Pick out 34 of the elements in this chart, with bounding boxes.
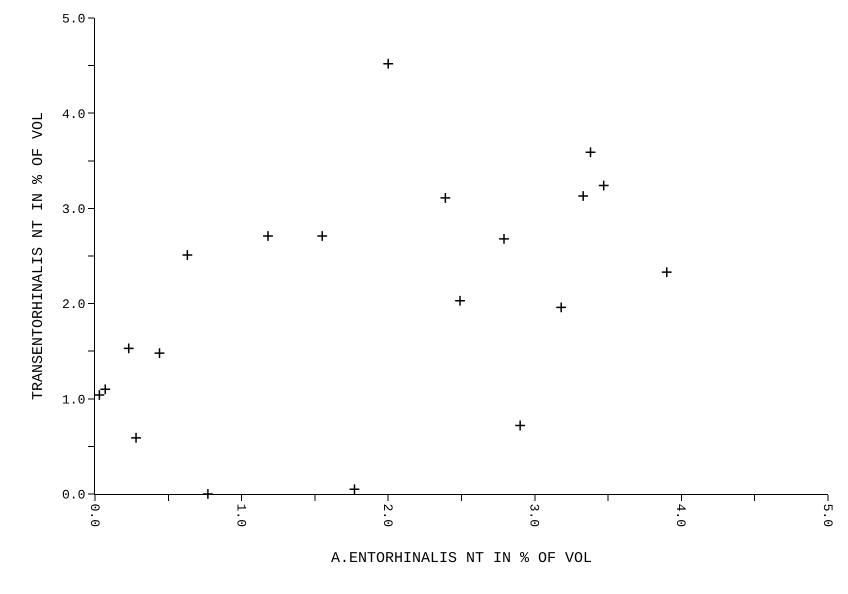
x-tick-label: 2.0	[380, 504, 395, 528]
y-axis-title: TRANSENTORHINALIS NT IN % OF VOL	[30, 112, 48, 400]
point	[514, 420, 526, 432]
y-tick-label: 3.0	[62, 202, 86, 217]
x-tick-label: 0.0	[86, 504, 102, 528]
point	[348, 484, 360, 495]
point	[440, 192, 452, 204]
y-tick-label: 4.0	[62, 106, 86, 122]
point	[578, 190, 589, 202]
point	[182, 249, 194, 261]
point	[262, 230, 274, 242]
point	[454, 295, 466, 306]
y-tick-label: 0.0	[62, 488, 86, 503]
x-tick-label: 3.0	[526, 504, 542, 528]
point	[584, 146, 596, 158]
point	[598, 180, 610, 192]
point	[100, 384, 111, 395]
y-tick-label: 5.0	[62, 12, 86, 27]
x-axis-title: A.ENTORHINALIS NT IN % OF VOL	[330, 550, 592, 568]
point	[154, 347, 166, 359]
point	[130, 432, 142, 444]
point	[123, 342, 134, 354]
point	[661, 266, 672, 278]
point	[202, 488, 214, 500]
x-tick-label: 5.0	[820, 504, 835, 528]
point	[94, 389, 106, 401]
x-tick-label: 1.0	[233, 504, 248, 528]
y-tick-label: 2.0	[62, 297, 86, 312]
point	[498, 233, 510, 245]
y-tick-label: 1.0	[62, 392, 86, 408]
point	[382, 58, 394, 70]
point	[556, 302, 567, 314]
point	[316, 230, 328, 242]
x-tick-label: 4.0	[673, 504, 688, 528]
